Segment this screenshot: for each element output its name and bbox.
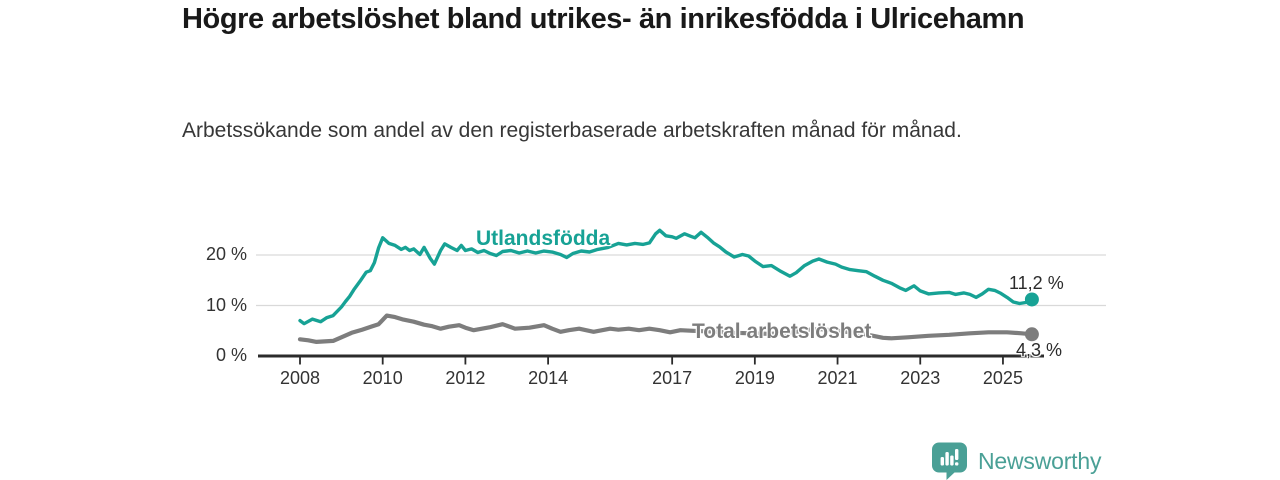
- x-tick-label: 2017: [652, 368, 693, 388]
- mini-bar-chart-glyph: [940, 449, 959, 466]
- x-tick-label: 2021: [817, 368, 858, 388]
- x-tick-label: 2010: [362, 368, 403, 388]
- end-value-label-utlandsfodda: 11,2 %: [1009, 273, 1064, 293]
- x-tick-label: 2023: [900, 368, 941, 388]
- page-title: Högre arbetslöshet bland utrikes- än inr…: [182, 3, 1025, 35]
- x-tick-label: 2012: [445, 368, 486, 388]
- chart-subtitle: Arbetssökande som andel av den registerb…: [182, 119, 962, 142]
- y-tick-label: 0 %: [215, 345, 247, 365]
- x-tick-label: 2014: [528, 368, 569, 388]
- newsworthy-logo-text: Newsworthy: [978, 447, 1102, 474]
- newsworthy-logo-icon: [932, 442, 967, 480]
- y-tick-label: 10 %: [205, 294, 247, 315]
- newsworthy-logo: Newsworthy: [932, 442, 1101, 480]
- series-label-total-arbetsloshet: Total arbetslöshet: [692, 320, 872, 343]
- y-tick-label: 20 %: [205, 244, 247, 264]
- x-tick-label: 2008: [279, 368, 321, 388]
- end-value-label-total: 4,3 %: [1016, 340, 1063, 360]
- end-point-dot: [1024, 292, 1039, 307]
- series-label-utlandsfodda: Utlandsfödda: [476, 227, 611, 250]
- x-tick-label: 2019: [734, 368, 775, 388]
- series-line: [298, 228, 1034, 326]
- speech-bubble-shape: [932, 442, 967, 480]
- x-tick-label: 2025: [982, 368, 1023, 388]
- series-line: [297, 313, 1035, 344]
